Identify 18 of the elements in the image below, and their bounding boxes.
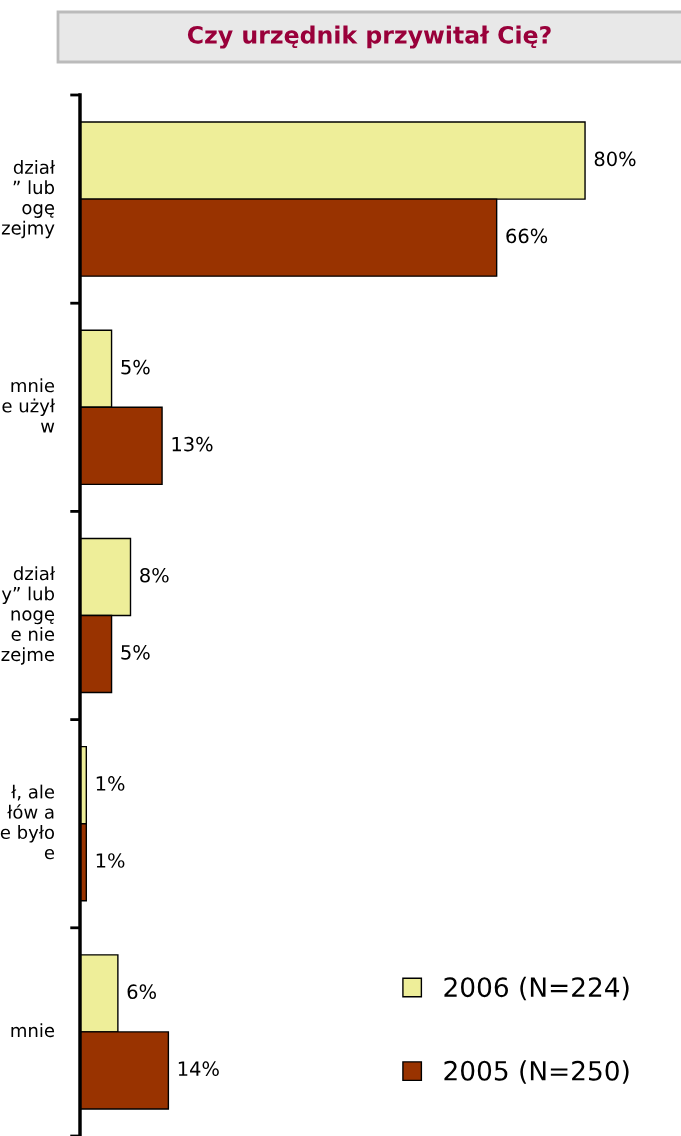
legend-label: 2006 (N=224) (444, 976, 629, 1001)
legend-label: 2005 (N=250) (444, 1060, 629, 1084)
data-label: 5% (121, 644, 150, 660)
data-label: 13% (172, 436, 213, 452)
y-tick-label: ł, ale łów a e było e (0, 784, 55, 860)
data-label: 80% (594, 151, 636, 167)
data-label: 5% (121, 359, 150, 375)
y-tick-label: dział y” lub nogę e nie zejme (1, 566, 56, 665)
data-label: 6% (127, 984, 156, 1000)
y-tick-label: mnie e użył w (2, 378, 56, 433)
chart-title: Czy urzędnik przywitał Cię? (187, 25, 551, 49)
data-label: 1% (96, 776, 125, 791)
y-tick-label: mnie (11, 1023, 55, 1038)
data-label: 66% (506, 228, 548, 244)
data-label: 14% (178, 1061, 219, 1077)
data-label: 8% (140, 567, 169, 583)
data-label: 1% (96, 853, 125, 868)
y-tick-label: dział ” lub ogę zejmy (1, 160, 56, 239)
